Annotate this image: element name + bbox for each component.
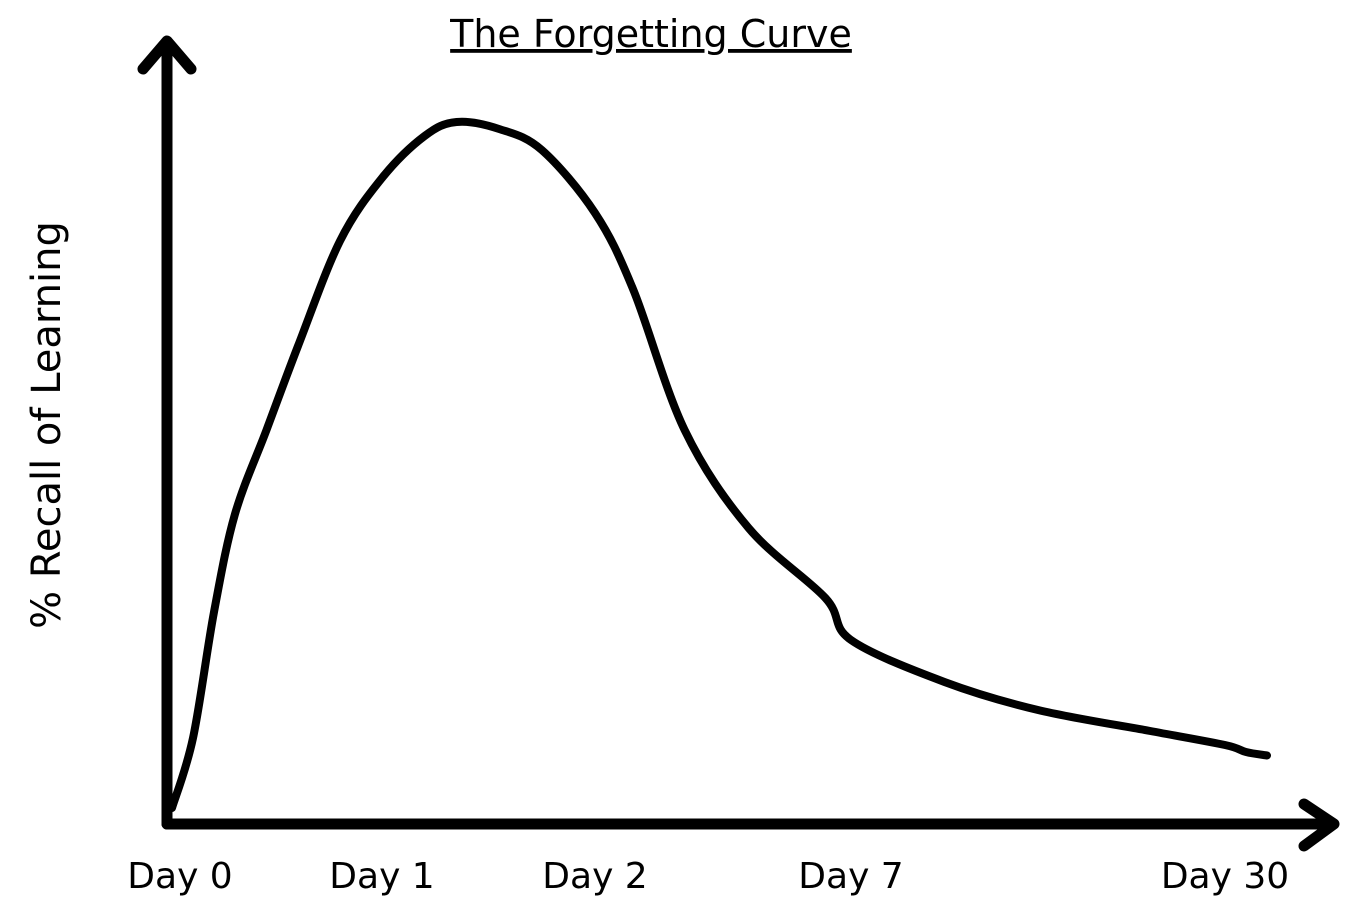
chart-title: The Forgetting Curve: [449, 12, 852, 56]
x-tick-label: Day 1: [329, 856, 434, 897]
x-tick-label: Day 30: [1161, 856, 1289, 897]
x-tick-label: Day 0: [127, 856, 232, 897]
axes: [137, 35, 1340, 852]
x-tick-label: Day 2: [542, 856, 647, 897]
recall-curve-line: [168, 117, 1271, 812]
y-axis-label: % Recall of Learning: [24, 221, 70, 629]
x-tick-labels: Day 0 Day 1 Day 2 Day 7 Day 30: [127, 856, 1289, 897]
y-axis-arrow-icon: [137, 35, 197, 75]
x-tick-label: Day 7: [798, 856, 903, 897]
x-axis-arrow-icon: [1298, 798, 1340, 852]
